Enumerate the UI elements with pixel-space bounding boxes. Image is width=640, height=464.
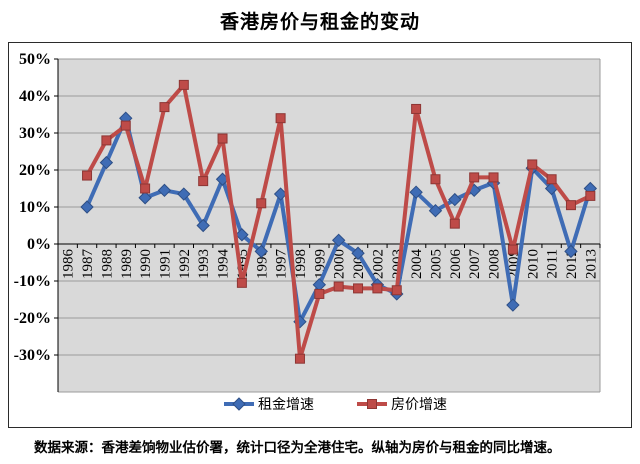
chart-title: 香港房价与租金的变动 [219, 12, 420, 33]
y-axis-labels: 50% 40% 30% 20% 10% 0% -10% -20% -30% [14, 51, 51, 364]
price-marker [507, 244, 518, 255]
price-marker [411, 103, 422, 114]
rent-marker [564, 244, 578, 259]
price-marker [565, 200, 576, 211]
price-marker [275, 113, 286, 124]
rent-marker [351, 246, 365, 260]
price-marker [546, 174, 557, 185]
rent-marker [99, 155, 114, 170]
x-tick-label: 1986 [61, 249, 77, 280]
price-marker [585, 190, 596, 201]
line-chart: 50%40%30%20%10%0%-10%-20%-30%1986 1987 198… [14, 51, 601, 412]
legend-item-rent: 租金增速 [224, 396, 314, 412]
chart-frame: 50% 40% 30% 20% 10% 0% -10% -20% -30% 1986 1987 198… [8, 42, 632, 428]
price-marker [256, 198, 267, 209]
price-marker [372, 283, 383, 294]
x-tick-label: 2008 [487, 249, 503, 279]
price-marker [527, 159, 538, 170]
price-marker [198, 176, 209, 187]
legend-price-label: 房价增速 [391, 396, 447, 412]
y-tick-label: -10% [14, 273, 51, 290]
x-tick-label: 2004 [409, 249, 425, 280]
rent-marker [448, 192, 462, 207]
price-marker [391, 285, 402, 296]
y-tick-label: -20% [14, 310, 51, 327]
price-marker [217, 133, 228, 144]
y-tick-label: 50% [19, 51, 51, 68]
rent-marker [157, 183, 172, 198]
x-tick-label: 1998 [293, 249, 309, 279]
legend-price-marker [367, 399, 377, 409]
series-rent [80, 111, 598, 329]
rent-marker [177, 187, 191, 201]
series-price [82, 79, 596, 364]
rent-marker [80, 200, 94, 214]
x-tick-label: 1988 [99, 249, 115, 279]
price-marker [236, 277, 247, 288]
rent-marker [409, 185, 423, 199]
price-marker [449, 218, 460, 229]
price-marker [82, 170, 93, 181]
rent-marker [331, 233, 346, 248]
source-note: 数据来源：香港差饷物业估价署，统计口径为全港住宅。纵轴为房价与租金的同比增速。 [34, 440, 561, 455]
rent-marker [254, 244, 268, 259]
rent-marker [428, 203, 443, 218]
price-marker [353, 283, 364, 294]
x-tick-label: 1987 [80, 249, 96, 280]
legend-rent-marker [232, 397, 246, 411]
x-tick-label: 2011 [545, 249, 561, 278]
x-tick-label: 1993 [196, 249, 212, 279]
y-tick-label: 30% [19, 125, 51, 142]
legend-item-price: 房价增速 [357, 396, 447, 412]
price-marker [469, 172, 480, 183]
price-marker [159, 102, 170, 113]
x-tick-label: 2006 [448, 249, 464, 280]
x-tick-label: 2000 [332, 249, 348, 279]
x-tick-label: 2005 [428, 249, 444, 279]
x-tick-label: 1991 [157, 249, 173, 279]
x-tick-label: 2007 [467, 249, 483, 280]
y-tick-label: -30% [14, 347, 51, 364]
x-tick-label: 2013 [583, 249, 599, 279]
x-tick-label: 1996 [254, 249, 270, 280]
legend: 租金增速 房价增速 [224, 396, 447, 412]
rent-marker [506, 298, 520, 312]
x-tick-label: 2010 [525, 249, 541, 279]
x-tick-label: 1994 [216, 249, 232, 280]
y-tick-label: 40% [19, 88, 51, 105]
x-tick-label: 2012 [564, 249, 580, 279]
legend-rent-label: 租金增速 [258, 396, 314, 412]
y-tick-label: 0% [27, 236, 51, 253]
price-marker [178, 79, 189, 90]
y-tick-label: 10% [19, 199, 51, 216]
price-marker [488, 172, 499, 183]
x-tick-label: 2002 [370, 249, 386, 279]
price-marker [140, 183, 151, 194]
price-marker [294, 353, 305, 364]
rent-marker [138, 191, 152, 205]
x-tick-label: 1990 [138, 249, 154, 279]
price-marker [314, 288, 325, 299]
x-tick-label: 1997 [274, 249, 290, 280]
rent-marker [235, 228, 249, 242]
price-marker [120, 120, 131, 131]
price-marker [101, 135, 112, 146]
rent-marker [196, 218, 210, 233]
x-tick-label: 1989 [119, 249, 135, 279]
price-marker [430, 174, 441, 185]
price-marker [333, 281, 344, 292]
x-tick-label: 1992 [177, 249, 193, 279]
plot-area [58, 59, 600, 392]
y-tick-label: 20% [19, 162, 51, 179]
